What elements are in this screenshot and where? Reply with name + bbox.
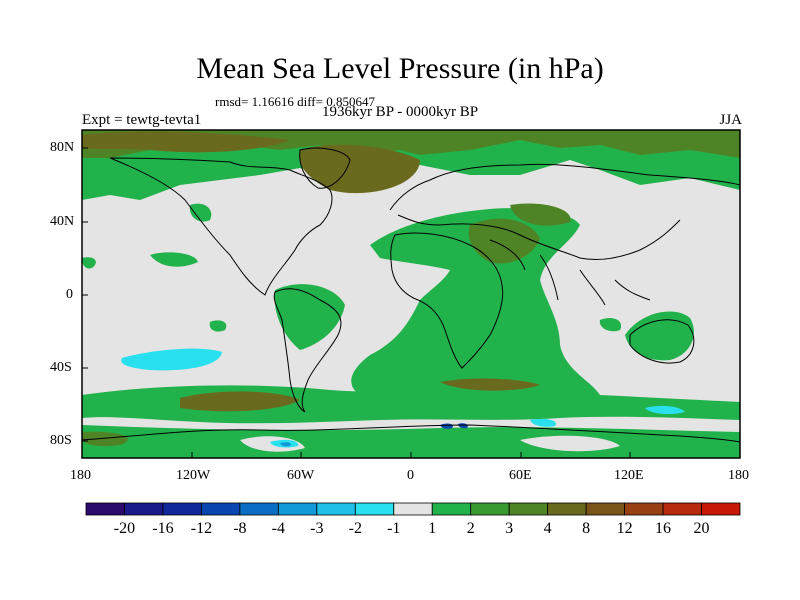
colorbar-label: -4 [271,520,286,537]
stats-label: rmsd= 1.16616 diff= 0.850647 [215,94,375,109]
colorbar-label: 4 [543,520,552,537]
lat-tick-label: 40S [50,360,72,375]
contour-region [530,418,556,427]
colorbar-label: 16 [655,520,672,537]
contour-region [209,320,227,332]
colorbar-label: -16 [152,520,174,537]
colorbar-swatch [585,502,625,516]
colorbar-swatch [662,502,702,516]
colorbar-label: 12 [616,520,633,537]
colorbar-swatch [162,502,202,516]
lon-tick-label: 60W [287,468,315,483]
contour-region [645,405,685,415]
colorbar-swatch [431,502,472,516]
tick-marks [81,147,741,458]
map-title: Mean Sea Level Pressure (in hPa) [196,52,604,85]
colorbar-label: 1 [428,520,437,537]
lon-tick-label: 120W [176,468,211,483]
contour-region [180,391,300,412]
contour-region [599,318,622,332]
colorbar-swatch [85,502,125,516]
colorbar-swatch [547,502,587,516]
colorbar-swatch [508,502,549,516]
contour-region [150,252,198,267]
contour-region [520,435,620,452]
lon-tick-label: 180 [70,468,91,483]
contour-region [82,131,290,153]
season-label: JJA [719,112,742,128]
contour-region [510,203,571,226]
colorbar-swatch [277,502,318,516]
contour-region [274,284,345,350]
lat-tick-label: 80N [50,140,75,155]
contour-region [82,431,128,447]
colorbar-label: -2 [348,520,362,537]
colorbar-label: 8 [582,520,591,537]
period-label: 1936kyr BP - 0000kyr BP [321,104,479,120]
colorbar-swatch [393,502,433,516]
colorbar-label: 3 [505,520,514,537]
contour-region [440,378,540,391]
contour-region [189,203,212,222]
colorbar-swatch [701,502,741,516]
lon-tick-label: 180 [728,468,749,483]
colorbar-swatch [201,502,241,516]
colorbar-label: -12 [190,520,213,537]
colorbar-swatch [239,502,279,516]
contour-fills [82,130,740,458]
contour-region [299,144,420,194]
lat-tick-label: 80S [50,433,72,448]
experiment-label: Expt = tewtg-tevta1 [82,112,202,128]
colorbar-swatch [470,502,510,516]
colorbar-label: -8 [233,520,247,537]
colorbar-swatch [316,502,356,516]
contour-region [351,208,600,400]
contour-region [82,257,96,269]
coastlines [81,147,741,443]
contour-region [280,442,291,447]
contour-region [468,218,540,264]
contour-region [625,311,694,361]
colorbar-label: 2 [466,520,475,537]
contour-region [121,348,222,371]
colorbar-label: -3 [310,520,324,537]
lat-tick-label: 40N [50,214,75,229]
colorbar-swatch [354,502,395,516]
colorbar-swatch [124,502,164,516]
colorbar-label: 20 [693,520,710,537]
colorbar-swatch [624,502,664,516]
lon-tick-label: 0 [407,468,414,483]
lon-tick-label: 60E [509,468,532,483]
lat-tick-label: 0 [66,287,73,302]
contour-region [458,423,468,429]
colorbar-label: -20 [113,520,136,537]
colorbar [85,502,741,516]
lon-tick-label: 120E [614,468,644,483]
colorbar-label: -1 [387,520,401,537]
